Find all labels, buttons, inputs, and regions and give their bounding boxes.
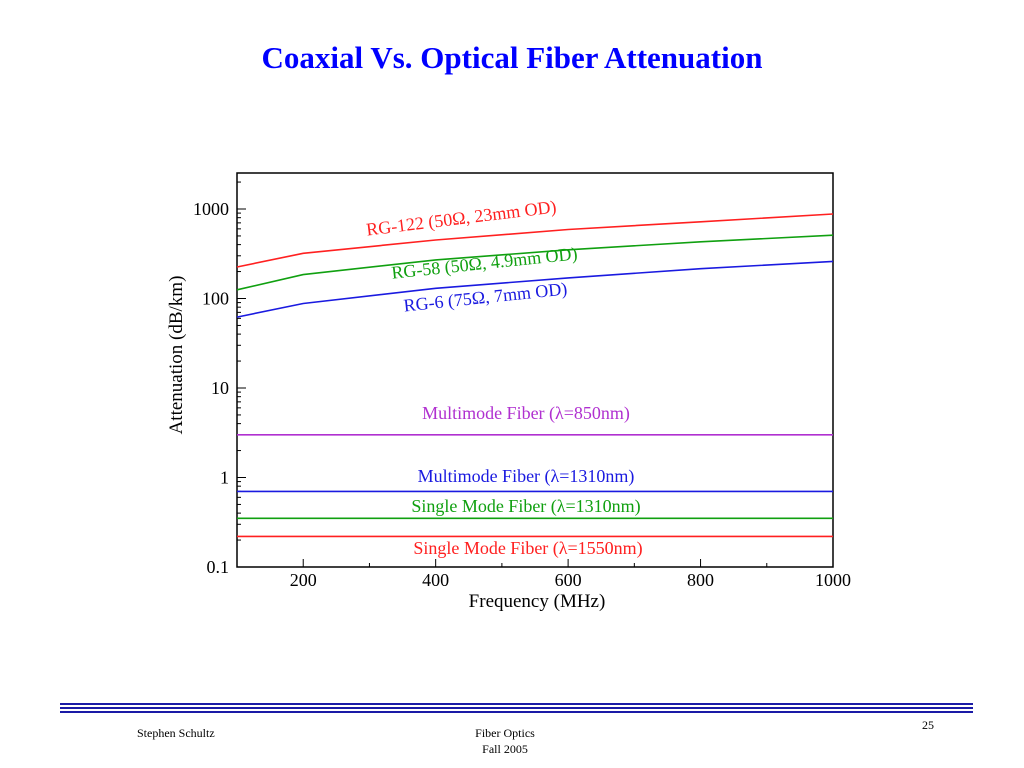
x-tick-label: 200: [290, 570, 317, 590]
y-tick-label: 1: [220, 468, 229, 488]
footer-course: Fiber Optics: [475, 726, 535, 740]
footer-author: Stephen Schultz: [137, 726, 215, 740]
series-line-rg-6-75-7mm-od: [236, 260, 834, 318]
x-tick-label: 600: [555, 570, 582, 590]
plot-area-border: [236, 172, 834, 568]
series-line-rg-58-50-4-9mm-od: [236, 234, 834, 291]
plot-frame: [236, 172, 834, 568]
series-label-rg-122-50-23mm-od: RG-122 (50Ω, 23mm OD): [365, 196, 558, 240]
series-label-multimode-fiber-1310nm: Multimode Fiber (λ=1310nm): [418, 466, 635, 487]
series-labels: RG-122 (50Ω, 23mm OD)RG-58 (50Ω, 4.9mm O…: [365, 196, 643, 559]
page-number: 25: [922, 718, 934, 732]
y-tick-label: 1000: [193, 199, 229, 219]
footer-rule: [60, 703, 973, 713]
footer-rule-line-1: [60, 703, 973, 705]
y-tick-label: 0.1: [207, 557, 230, 577]
footer-rule-line-3: [60, 711, 973, 713]
slide-title: Coaxial Vs. Optical Fiber Attenuation: [261, 40, 763, 75]
x-tick-label: 400: [422, 570, 449, 590]
series-lines: [236, 213, 834, 538]
x-tick-label: 1000: [815, 570, 851, 590]
x-axis-ticks: 200 400 600 800 1000: [236, 559, 851, 590]
footer-rule-line-2: [60, 707, 973, 709]
x-tick-label: 800: [687, 570, 714, 590]
series-label-single-mode-fiber-1310nm: Single Mode Fiber (λ=1310nm): [411, 496, 640, 517]
series-label-multimode-fiber-850nm: Multimode Fiber (λ=850nm): [422, 403, 630, 424]
y-axis-label: Attenuation (dB/km): [166, 276, 187, 435]
series-label-single-mode-fiber-1550nm: Single Mode Fiber (λ=1550nm): [413, 538, 642, 559]
series-label-rg-58-50-4-9mm-od: RG-58 (50Ω, 4.9mm OD): [390, 243, 578, 283]
y-tick-label: 10: [211, 378, 229, 398]
series-line-rg-122-50-23mm-od: [236, 213, 834, 268]
y-tick-label: 100: [202, 289, 229, 309]
footer-term: Fall 2005: [482, 742, 528, 756]
x-axis-label: Frequency (MHz): [469, 591, 606, 612]
